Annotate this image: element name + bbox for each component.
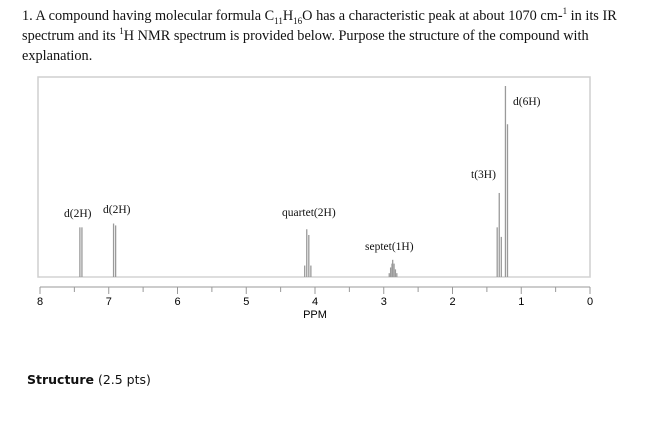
peak-label: d(6H) — [513, 96, 541, 108]
question-part: H NMR spectrum is provided below. Purpos… — [22, 28, 589, 64]
peak-label: septet(1H) — [365, 241, 414, 253]
x-tick-label: 6 — [174, 296, 180, 308]
question-text: 1. A compound having molecular formula C… — [22, 6, 617, 64]
question-part: in its IR spectrum and its — [22, 8, 617, 44]
x-tick-label: 1 — [518, 296, 524, 308]
peak-label: t(3H) — [471, 169, 496, 181]
structure-heading: Structure (2.5 pts) — [27, 372, 151, 387]
peak-label: d(2H) — [64, 208, 92, 220]
x-tick-label: 7 — [106, 296, 112, 308]
x-tick-label: 8 — [37, 296, 43, 308]
x-tick-label: 2 — [449, 296, 455, 308]
x-tick-label: 0 — [587, 296, 593, 308]
question-number: 1. — [22, 8, 33, 24]
question-part: has a characteristic peak at about 1070 … — [312, 8, 563, 24]
x-tick-label: 4 — [312, 296, 318, 308]
peak-label: quartet(2H) — [282, 207, 336, 219]
x-tick-label: 5 — [243, 296, 249, 308]
x-axis-label: PPM — [303, 309, 327, 321]
molecular-formula: C11H16O — [264, 8, 313, 26]
question-part: A compound having molecular formula — [35, 8, 265, 24]
x-tick-label: 3 — [381, 296, 387, 308]
peak-label: d(2H) — [103, 204, 131, 216]
